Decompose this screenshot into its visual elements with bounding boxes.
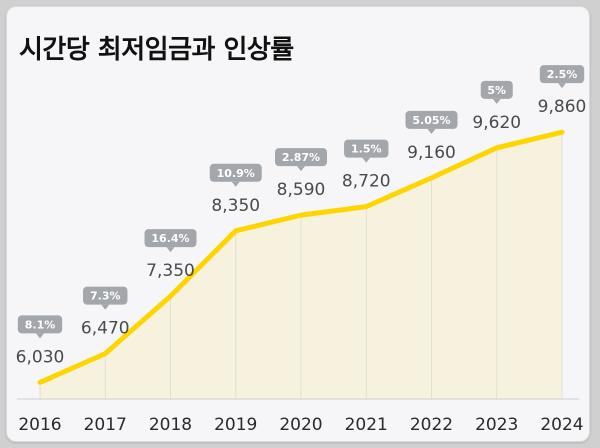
chart-svg: 6,030 8.1% 2016 6,470 7.3% 2017 7,350 16.4% 2018… — [16, 65, 587, 435]
value-label: 9,620 — [472, 113, 521, 133]
rate-badge — [17, 315, 63, 334]
chart-title: 시간당 최저임금과 인상률 — [19, 35, 294, 65]
series-line — [37, 129, 565, 385]
value-label: 6,030 — [16, 347, 65, 367]
rate-badge-pointer — [362, 157, 371, 163]
rate-label: 1.5% — [351, 143, 382, 156]
x-tick-label: 2022 — [410, 415, 453, 435]
value-label: 8,350 — [211, 196, 260, 216]
rate-label: 5.05% — [412, 114, 450, 127]
x-tick-label: 2023 — [475, 415, 518, 435]
rate-label: 2.87% — [282, 151, 320, 164]
rate-badge — [144, 229, 197, 248]
value-label: 8,590 — [277, 180, 326, 200]
rate-badge-pointer — [36, 333, 44, 339]
value-label: 9,160 — [407, 143, 456, 163]
value-label: 6,470 — [81, 319, 130, 339]
rate-badge-pointer — [492, 98, 501, 104]
chart-card: 시간당 최저임금과 인상률 6,030 8.1% 2016 6,470 7.3% 2017… — [6, 6, 590, 442]
rate-badge-pointer — [297, 166, 305, 172]
rate-badge — [480, 80, 513, 99]
rate-badge-pointer — [231, 181, 240, 187]
value-label: 7,350 — [146, 261, 195, 281]
rate-label: 2.5% — [547, 68, 578, 81]
rate-label: 16.4% — [151, 232, 189, 245]
rate-badge-pointer — [427, 128, 436, 134]
x-tick-label: 2021 — [345, 415, 388, 435]
rate-label: 7.3% — [90, 290, 121, 303]
rate-label: 10.9% — [217, 167, 255, 180]
rate-badge — [539, 65, 585, 84]
x-tick-label: 2024 — [540, 415, 583, 435]
value-label: 9,860 — [538, 97, 587, 117]
x-tick-label: 2019 — [214, 415, 257, 435]
rate-badge-pointer — [101, 304, 110, 310]
rate-badge — [83, 286, 128, 305]
rate-badge — [405, 110, 458, 129]
rate-badge-pointer — [166, 247, 175, 253]
x-tick-label: 2020 — [279, 415, 322, 435]
rate-label: 8.1% — [25, 318, 56, 331]
rate-badge — [209, 163, 262, 182]
rate-badge-pointer — [558, 83, 566, 89]
x-tick-label: 2016 — [18, 415, 61, 435]
rate-label: 5% — [487, 84, 506, 97]
rate-badge — [344, 139, 389, 158]
rate-badge — [275, 148, 327, 167]
x-tick-label: 2018 — [149, 415, 192, 435]
x-tick-label: 2017 — [84, 415, 127, 435]
value-label: 8,720 — [342, 172, 391, 192]
